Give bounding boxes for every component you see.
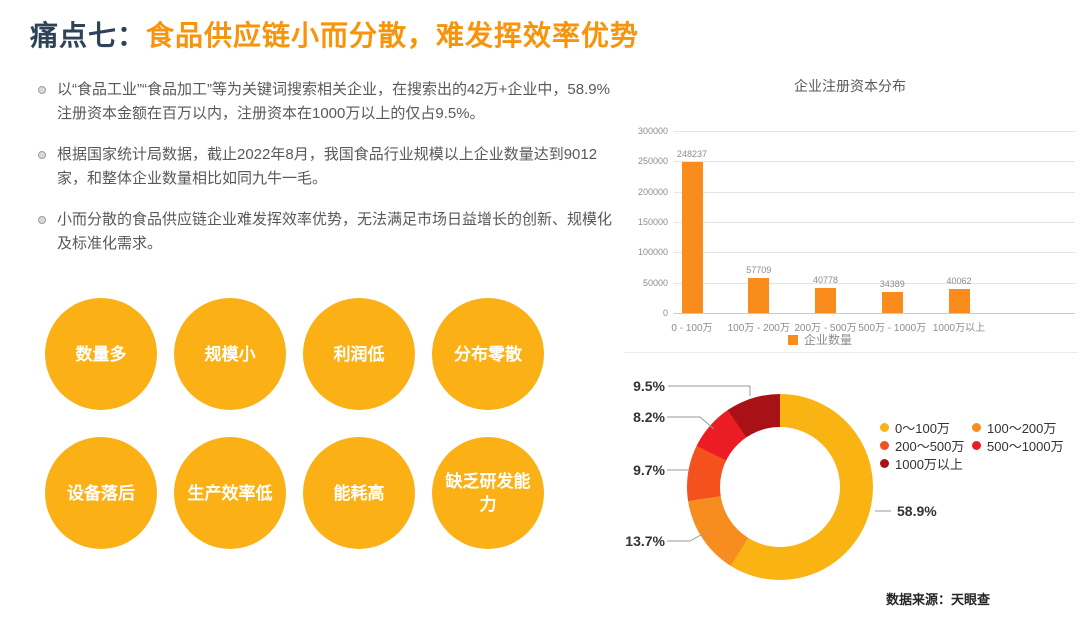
bar-chart-title: 企业注册资本分布	[794, 78, 906, 94]
y-axis-tick-label: 150000	[637, 217, 668, 227]
bar	[815, 288, 836, 313]
pain-circle-label: 能耗高	[333, 483, 385, 503]
bullet-icon	[38, 216, 46, 224]
donut-pct-label: 13.7%	[625, 533, 665, 549]
pain-circle: 利润低	[303, 298, 415, 410]
bullet-item: 根据国家统计局数据，截止2022年8月，我国食品行业规模以上企业数量达到9012…	[38, 143, 616, 191]
donut-legend-item: 100～200万	[972, 420, 1064, 436]
legend-dot-icon	[880, 422, 889, 432]
gridline	[674, 161, 1075, 163]
x-axis-category-label: 0 - 100万	[671, 323, 713, 334]
legend-label: 0～100万	[895, 420, 950, 436]
bar-value-label: 34389	[879, 279, 905, 290]
pain-circle: 缺乏研发能力	[432, 437, 544, 549]
legend-dot-icon	[972, 440, 981, 450]
x-axis-category-label: 1000万以上	[932, 323, 986, 334]
legend-label: 100～200万	[987, 420, 1057, 436]
legend-label: 500～1000万	[987, 438, 1064, 454]
y-axis-tick-label: 50000	[642, 277, 668, 288]
bar-value-label: 40062	[946, 275, 972, 286]
data-source: 数据来源：天眼查	[885, 592, 990, 607]
pain-circles: 数量多 规模小 利润低 分布零散 设备落后 生产效率低 能耗高 缺乏研发能力	[45, 298, 575, 576]
pain-circle-label: 规模小	[204, 344, 256, 364]
page-title-prefix: 痛点七：	[30, 20, 147, 51]
bar	[948, 288, 970, 313]
bar-chart-legend: 企业数量	[788, 331, 852, 348]
donut-pct-label: 8.2%	[633, 409, 665, 425]
pain-circle-label: 缺乏研发能力	[445, 472, 531, 514]
y-axis-tick-label: 100000	[637, 247, 668, 258]
page-title-main: 食品供应链小而分散，难发挥效率优势	[146, 20, 640, 51]
pain-circle-label: 分布零散	[454, 344, 522, 364]
pain-circle: 分布零散	[432, 298, 544, 410]
legend-dot-icon	[972, 422, 981, 432]
y-axis-tick-label: 200000	[637, 186, 668, 197]
pain-circle: 规模小	[174, 298, 286, 410]
x-axis-category-label: 500万 - 1000万	[858, 323, 927, 334]
bar	[748, 277, 770, 313]
page-title: 痛点七：食品供应链小而分散，难发挥效率优势	[30, 14, 639, 54]
bullet-list: 以“食品工业”“食品加工”等为关键词搜索相关企业，在搜索出的42万+企业中，58…	[38, 78, 616, 273]
pain-circle-label: 数量多	[75, 344, 127, 364]
gridline	[674, 252, 1075, 254]
pain-circle-label: 生产效率低	[187, 483, 273, 503]
circles-row-1: 数量多 规模小 利润低 分布零散	[45, 298, 575, 410]
pain-circle: 设备落后	[45, 437, 157, 549]
bullet-item: 小而分散的食品供应链企业难发挥效率优势，无法满足市场日益增长的创新、规模化及标准…	[38, 208, 616, 256]
legend-dot-icon	[880, 458, 889, 468]
bullet-icon	[38, 151, 46, 159]
donut-legend-item: 1000万以上	[880, 456, 972, 472]
legend-label: 企业数量	[804, 333, 853, 347]
legend-swatch-icon	[788, 334, 798, 345]
donut-legend-item: 0～100万	[880, 420, 972, 436]
y-axis-tick-label: 250000	[637, 156, 668, 167]
bullet-icon	[38, 86, 46, 94]
donut-pct-label: 9.5%	[633, 378, 665, 394]
pain-circle: 生产效率低	[174, 437, 286, 549]
pain-circle-label: 利润低	[333, 344, 385, 364]
bar-value-label: 40778	[812, 275, 839, 286]
bar-value-label: 248237	[676, 149, 708, 160]
bullet-text: 小而分散的食品供应链企业难发挥效率优势，无法满足市场日益增长的创新、规模化及标准…	[57, 211, 613, 252]
gridline	[674, 131, 1075, 132]
gridline	[674, 222, 1075, 223]
pain-circle: 数量多	[45, 298, 157, 410]
gridline	[674, 282, 1075, 284]
donut-legend-item: 200～500万	[880, 438, 972, 454]
donut-hole	[720, 427, 840, 547]
bar	[681, 162, 703, 313]
y-axis-tick-label: 0	[662, 308, 668, 318]
pain-circle: 能耗高	[303, 437, 415, 549]
donut-legend-item: 500～1000万	[972, 438, 1064, 454]
donut-pct-label: 58.9%	[897, 503, 937, 519]
circles-row-2: 设备落后 生产效率低 能耗高 缺乏研发能力	[45, 437, 575, 549]
legend-dot-icon	[880, 440, 889, 450]
chart-divider	[625, 352, 1078, 353]
legend-label: 1000万以上	[895, 456, 963, 472]
donut-pct-label: 9.7%	[633, 462, 665, 478]
y-axis-tick-label: 300000	[637, 126, 668, 136]
bar	[881, 292, 903, 313]
legend-label: 200～500万	[895, 438, 965, 454]
bullet-item: 以“食品工业”“食品加工”等为关键词搜索相关企业，在搜索出的42万+企业中，58…	[38, 78, 616, 126]
x-axis-category-label: 200万 - 500万	[794, 323, 857, 334]
donut-leader-lines	[667, 385, 891, 542]
pain-circle-label: 设备落后	[67, 483, 135, 503]
bar-value-label: 57709	[746, 264, 772, 275]
gridline	[674, 191, 1075, 193]
gridline	[674, 313, 1075, 314]
bullet-text: 以“食品工业”“食品加工”等为关键词搜索相关企业，在搜索出的42万+企业中，58…	[57, 81, 610, 122]
bullet-text: 根据国家统计局数据，截止2022年8月，我国食品行业规模以上企业数量达到9012…	[57, 146, 598, 187]
donut-legend: 0～100万 100～200万 200～500万 500～1000万 1000万以上	[880, 420, 1064, 472]
x-axis-category-label: 100万 - 200万	[727, 323, 790, 334]
